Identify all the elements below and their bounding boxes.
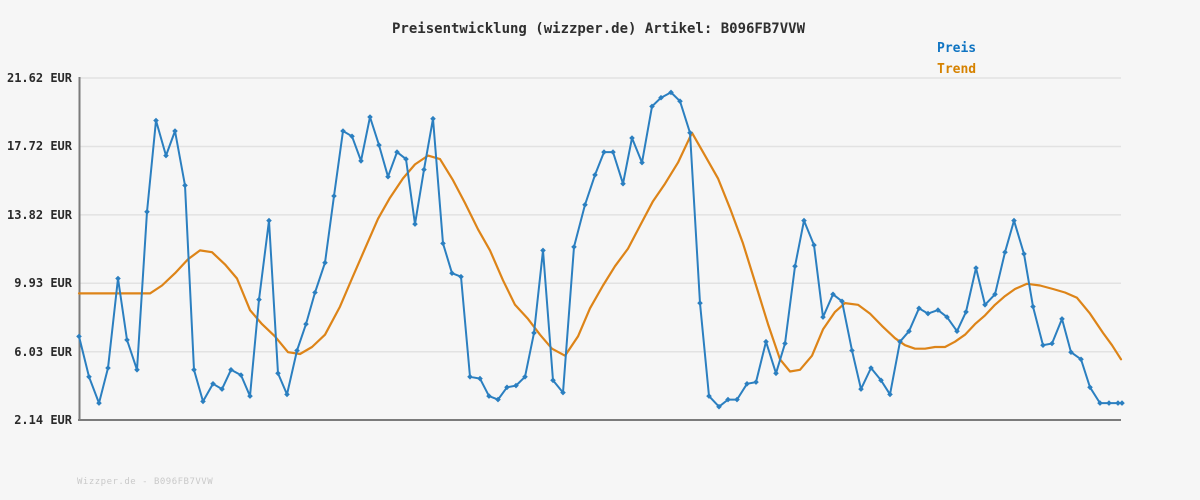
y-axis-tick-label: 17.72 EUR [6, 139, 72, 153]
y-axis-tick-label: 9.93 EUR [14, 276, 72, 290]
chart-title: Preisentwicklung (wizzper.de) Artikel: B… [392, 21, 806, 37]
y-axis-tick-label: 2.14 EUR [14, 413, 72, 427]
watermark: Wizzper.de - B096FB7VVW [77, 477, 214, 487]
y-axis-tick-label: 21.62 EUR [6, 71, 72, 85]
trend-line [77, 131, 1123, 373]
preis-line [78, 91, 1123, 408]
legend-item-preis: Preis [937, 41, 977, 56]
preis-markers [76, 89, 1125, 410]
legend: Preis Trend [937, 38, 976, 80]
y-axis-tick-label: 13.82 EUR [6, 208, 72, 222]
legend-item-trend: Trend [937, 62, 977, 77]
y-axis-tick-label: 6.03 EUR [14, 345, 72, 359]
